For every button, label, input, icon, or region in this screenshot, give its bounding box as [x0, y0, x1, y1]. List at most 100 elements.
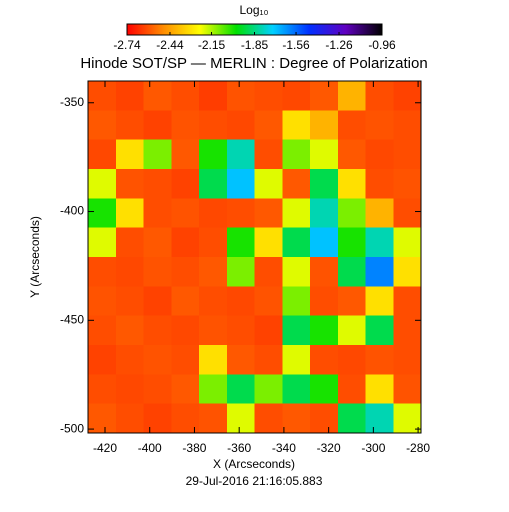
heat-cell [393, 286, 422, 317]
heat-cell [143, 257, 172, 287]
heat-cell [282, 139, 311, 170]
heat-cell [310, 374, 339, 405]
heat-cell [226, 374, 255, 405]
heat-cell [171, 286, 200, 317]
heat-cell [226, 110, 255, 141]
heat-cell [115, 81, 144, 111]
heat-cell [310, 315, 339, 346]
heat-cell [310, 110, 339, 141]
heat-cell [337, 286, 366, 317]
heat-cell [171, 315, 200, 346]
heat-cell [171, 227, 200, 258]
colorbar-tick-label: -2.15 [198, 38, 226, 52]
heat-cell [310, 169, 339, 199]
heat-cell [226, 403, 255, 434]
heat-cell [143, 139, 172, 170]
heat-cell [282, 374, 311, 405]
heat-cell [88, 81, 117, 111]
y-tick-label: -350 [60, 95, 84, 109]
heat-cell [143, 198, 172, 229]
heat-cell [226, 315, 255, 346]
heat-cell [115, 374, 144, 405]
heat-cell [365, 257, 394, 287]
heat-cell [226, 81, 255, 111]
heat-cell [254, 169, 283, 199]
colorbar-tick-label: -2.44 [156, 38, 184, 52]
heat-cell [282, 315, 311, 346]
heat-cell [310, 257, 339, 287]
heat-cell [143, 227, 172, 258]
plot-frame [87, 80, 422, 434]
heat-cell [282, 110, 311, 141]
heat-cell [310, 227, 339, 258]
heat-cell [393, 169, 422, 199]
heat-cell [393, 198, 422, 229]
heat-cell [199, 81, 228, 111]
x-tick-label: -340 [272, 441, 296, 455]
x-tick-label: -280 [406, 441, 430, 455]
heat-cell [199, 139, 228, 170]
heat-cell [88, 374, 117, 405]
footer: 29-Jul-2016 21:16:05.883 [186, 474, 323, 488]
y-tick-label: -400 [60, 204, 84, 218]
heat-cell [143, 403, 172, 434]
heat-cell [171, 169, 200, 199]
heat-cell [226, 169, 255, 199]
colorbar-tick-label: -1.85 [241, 38, 269, 52]
heat-cell [282, 198, 311, 229]
heat-cell [88, 345, 117, 375]
heat-cell [393, 257, 422, 287]
colorbar-tick-label: -0.96 [368, 38, 396, 52]
heat-cell [115, 257, 144, 287]
colorbar-tick-label: -1.56 [282, 38, 310, 52]
heat-cell [254, 81, 283, 111]
heat-cell [282, 227, 311, 258]
heat-cell [115, 315, 144, 346]
colorbar-tick-label: -1.26 [325, 38, 353, 52]
heat-cell [199, 374, 228, 405]
heat-cell [365, 81, 394, 111]
heat-cell [171, 81, 200, 111]
y-tick-label: -450 [60, 312, 84, 326]
heat-cell [282, 345, 311, 375]
heat-cell [254, 403, 283, 434]
heat-cell [365, 227, 394, 258]
heat-cell [254, 315, 283, 346]
heat-cell [199, 110, 228, 141]
heat-cell [337, 403, 366, 434]
heat-cell [282, 169, 311, 199]
x-tick-label: -380 [182, 441, 206, 455]
heat-cell [226, 198, 255, 229]
heat-cell [88, 169, 117, 199]
heat-cell [254, 139, 283, 170]
heat-cell [310, 198, 339, 229]
x-tick-label: -420 [93, 441, 117, 455]
heat-cell [337, 110, 366, 141]
heat-cell [115, 403, 144, 434]
heat-cell [310, 139, 339, 170]
heat-cell [171, 198, 200, 229]
heat-cell [171, 257, 200, 287]
heat-cell [88, 198, 117, 229]
heat-cell [199, 257, 228, 287]
colorbar-label: Log₁₀ [239, 3, 268, 17]
heat-cell [393, 403, 422, 434]
heat-cell [226, 227, 255, 258]
heat-cell [199, 198, 228, 229]
heat-cell [115, 345, 144, 375]
heat-cell [365, 345, 394, 375]
heat-cell [393, 110, 422, 141]
heat-cell [115, 198, 144, 229]
heat-cell [310, 345, 339, 375]
heat-cell [171, 403, 200, 434]
heat-cell [365, 110, 394, 141]
heat-cell [337, 169, 366, 199]
heat-cell [226, 257, 255, 287]
heat-cell [88, 257, 117, 287]
heat-cell [282, 81, 311, 111]
heat-cell [365, 198, 394, 229]
heat-cell [337, 257, 366, 287]
heat-cell [282, 403, 311, 434]
